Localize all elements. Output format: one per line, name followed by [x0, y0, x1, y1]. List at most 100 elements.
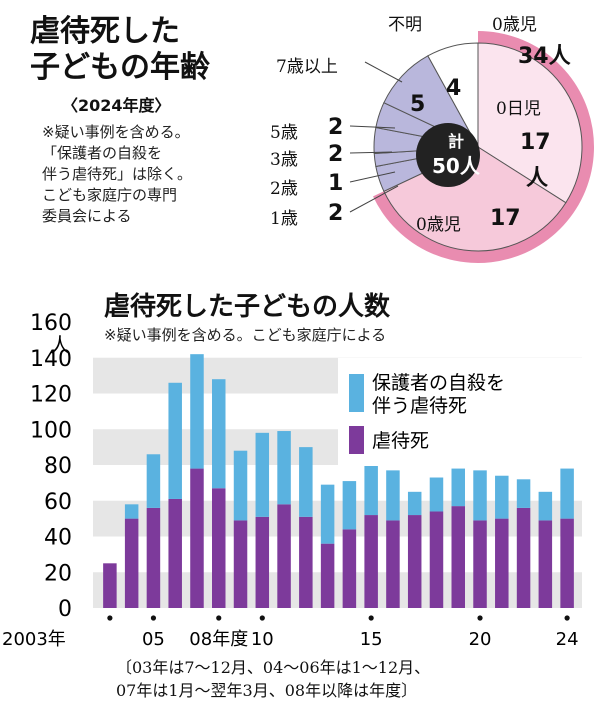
pie-leader-line-3 — [349, 185, 399, 213]
x-tick-label: 24 — [556, 629, 579, 650]
bar-abuse-22 — [516, 507, 531, 608]
bar-abuse-08 — [212, 488, 226, 608]
legend-label-suicide-2: 伴う虐待死 — [372, 395, 467, 417]
pie-slice-0 — [477, 42, 583, 204]
y-tick-label: 100 — [30, 418, 72, 443]
y-tick-label: 160 — [30, 311, 72, 336]
pie-title-line2: 子どもの年齢 — [30, 50, 210, 85]
pie-slices — [349, 31, 595, 263]
x-axis-dot — [259, 615, 265, 621]
bar-abuse-06 — [168, 498, 182, 608]
bar-suicide-06 — [168, 382, 182, 499]
pie-label-2: 2歳 — [270, 179, 298, 199]
note-line: 委員会による — [42, 207, 132, 225]
x-axis-dot — [477, 615, 483, 621]
pie-label-5: 5歳 — [270, 123, 298, 143]
x-tick-label: 08年度 — [189, 629, 248, 650]
pie-label-7plus: 7歳以上 — [276, 57, 338, 77]
pie-label-0yr: 0歳児 — [416, 215, 461, 235]
pie-title-line1: 虐待死した — [30, 14, 180, 49]
x-axis-dot — [368, 615, 374, 621]
bar-abuse-19 — [451, 506, 465, 608]
bar-abuse-18 — [429, 511, 444, 608]
y-tick-label: 20 — [44, 561, 72, 586]
x-tick-label: 2003年 — [2, 629, 66, 650]
pie-notes: ※疑い事例を含める。 「保護者の自殺を 伴う虐待死」は除く。 こども家庭庁の専門… — [42, 122, 277, 227]
pie-center-disc — [416, 123, 480, 187]
legend-label-suicide-1: 保護者の自殺を — [372, 372, 505, 394]
legend: 保護者の自殺を 伴う虐待死 虐待死 — [338, 358, 584, 466]
note-line: 「保護者の自殺を — [42, 144, 163, 162]
bar-abuse-15 — [364, 515, 378, 608]
pie-value-0day-unit: 人 — [526, 166, 549, 191]
pie-total-0yr-label: 0歳児 — [492, 15, 537, 35]
y-tick-label: 60 — [44, 490, 72, 515]
pie-value-1: 2 — [328, 201, 344, 226]
bar-abuse-16 — [386, 520, 400, 608]
pie-slice-7 — [427, 42, 479, 148]
bar-suicide-18 — [429, 477, 444, 512]
bar-suicide-20 — [473, 470, 487, 521]
x-axis-dot — [107, 615, 113, 621]
bar-abuse-20 — [473, 520, 487, 608]
bar-abuse-04 — [124, 518, 139, 608]
y-tick-label: 140 — [30, 347, 72, 372]
bar-abuse-07 — [190, 468, 204, 608]
bar-suicide-23 — [538, 491, 553, 521]
x-axis-dot — [150, 615, 157, 621]
bar-abuse-13 — [320, 543, 335, 608]
pie-value-2: 1 — [328, 171, 344, 196]
bar-suicide-19 — [451, 468, 465, 507]
bar-suicide-14 — [342, 481, 357, 530]
pie-label-unknown: 不明 — [388, 15, 422, 35]
x-tick-label: 10 — [251, 629, 274, 650]
note-line: こども家庭庁の専門 — [42, 186, 178, 204]
bar-suicide-24 — [560, 468, 574, 519]
bar-suicide-09 — [233, 450, 248, 521]
bar-suicide-07 — [190, 354, 204, 469]
bar-suicide-13 — [320, 484, 335, 544]
bar-abuse-09 — [233, 520, 248, 608]
fiscal-year-label: 〈2024年度〉 — [62, 96, 171, 115]
bar-suicide-08 — [212, 379, 226, 489]
bar-abuse-24 — [560, 518, 574, 608]
bar-abuse-12 — [299, 516, 313, 608]
bar-abuse-03 — [103, 563, 117, 608]
bar-abuse-17 — [407, 515, 422, 608]
x-axis-labels: 2003年 05 08年度 10 15 20 24 — [2, 629, 579, 650]
pie-value-5: 2 — [328, 115, 344, 140]
bar-abuse-05 — [146, 507, 161, 608]
y-axis-ticks: 0 20 40 60 80 100 120 140 160 — [30, 311, 72, 622]
bar-suicide-15 — [364, 457, 378, 516]
note-line: 伴う虐待死」は除く。 — [42, 165, 193, 183]
legend-swatch-abuse — [349, 426, 364, 454]
pie-total-0yr-value: 34人 — [518, 44, 571, 69]
y-tick-label: 0 — [58, 597, 72, 622]
x-tick-label: 20 — [469, 629, 492, 650]
pie-value-0yr: 17 — [490, 206, 521, 231]
x-axis-dot — [216, 615, 222, 621]
bar-abuse-23 — [538, 520, 553, 608]
pie-value-3: 2 — [328, 142, 344, 167]
legend-label-abuse: 虐待死 — [372, 430, 429, 452]
legend-swatch-suicide — [349, 374, 364, 412]
grid-band — [93, 500, 582, 537]
pie-leader-line-1 — [349, 151, 393, 154]
pie-center-label: 計 — [448, 132, 465, 151]
x-tick-label: 15 — [360, 629, 383, 650]
legend-box — [338, 358, 584, 466]
pie-label-3: 3歳 — [270, 150, 298, 170]
pie-label-1: 1歳 — [270, 209, 298, 229]
bar-abuse-21 — [495, 518, 509, 608]
pie-leader-line-0 — [349, 125, 396, 129]
y-tick-label: 80 — [44, 454, 72, 479]
bar-suicide-11 — [277, 431, 291, 505]
grid-band — [93, 572, 582, 608]
x-axis-dot — [564, 615, 570, 621]
y-tick-label: 40 — [44, 526, 72, 551]
pie-leader-line-2 — [349, 171, 396, 183]
bar-suicide-04 — [124, 504, 139, 519]
bar-chart-note: ※疑い事例を含める。こども家庭庁による — [104, 326, 387, 344]
pie-value-unknown: 4 — [446, 76, 462, 101]
